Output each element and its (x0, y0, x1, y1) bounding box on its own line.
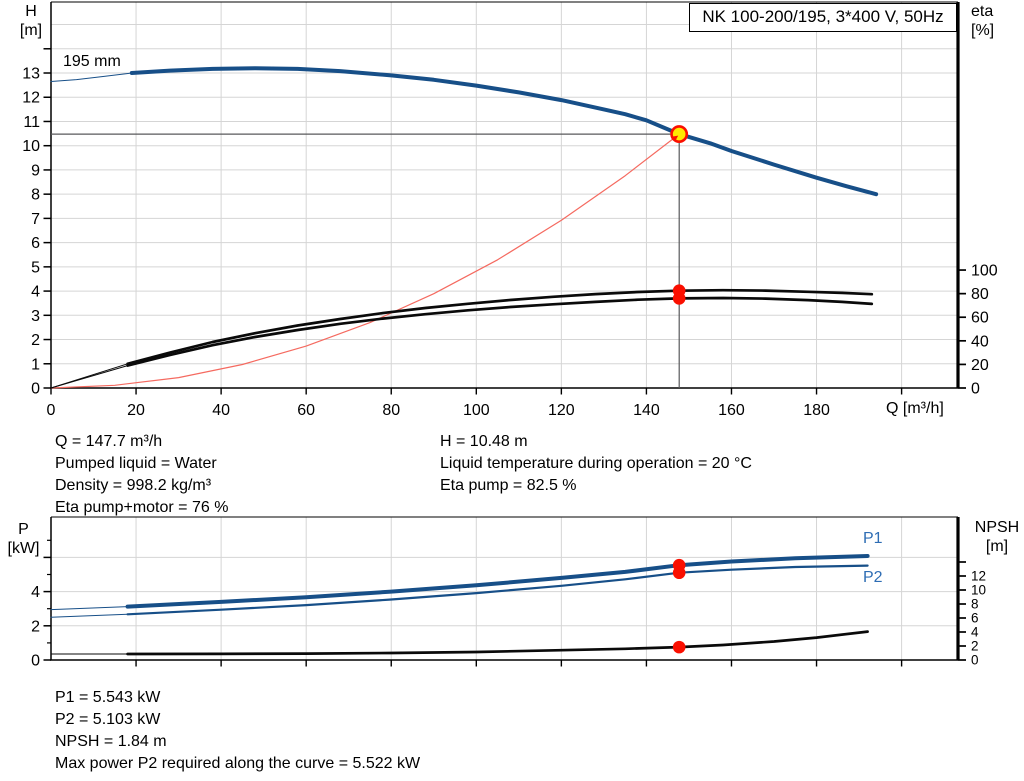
right-tick-label: 100 (971, 263, 998, 280)
x-tick-label: 180 (803, 402, 830, 419)
power_npsh_chart-gridlines (51, 517, 958, 660)
right-tick-label: 6 (971, 611, 979, 626)
duty-point-arrow (672, 135, 679, 142)
right-tick-label: 80 (971, 286, 989, 303)
h-axis-label: H [m] (12, 2, 50, 40)
x-tick-label: 60 (297, 402, 315, 419)
left-tick-label: 6 (31, 235, 40, 252)
impeller-size-label: 195 mm (63, 53, 121, 70)
power_npsh_chart-x-ticks (135, 660, 903, 667)
left-tick-label: 3 (31, 308, 40, 325)
x-tick-label: 100 (463, 402, 490, 419)
npsh-axis-unit: [m] (985, 538, 1009, 555)
P2-curve (50, 564, 869, 618)
power_npsh_chart-frame (50, 516, 960, 661)
info-panel-top-left: Q = 147.7 m³/h Pumped liquid = Water Densi… (55, 431, 228, 519)
left-tick-label: 0 (31, 653, 40, 670)
info-line: H = 10.48 m (440, 433, 528, 450)
left-tick-label: 5 (31, 259, 40, 276)
left-tick-label: 9 (31, 162, 40, 179)
x-tick-label: 40 (212, 402, 230, 419)
npsh_point-marker (672, 640, 686, 654)
head_efficiency_chart-x-ticks: 0 20 40 60 80 100 120 140 160 180 (47, 388, 903, 419)
left-tick-label: 2 (31, 618, 40, 635)
duty-point-crosshair (51, 133, 680, 388)
right-tick-label: 2 (971, 639, 979, 654)
h-axis-unit: [m] (19, 22, 43, 39)
eta-axis-unit: [%] (971, 22, 995, 39)
info-line: Density = 998.2 kg/m³ (55, 477, 212, 494)
info-line: P2 = 5.103 kW (55, 711, 161, 728)
x-tick-label: 80 (382, 402, 400, 419)
left-tick-label: 7 (31, 211, 40, 228)
p2_point-marker (672, 566, 686, 580)
top-chart: 0 20 40 60 80 100 120 140 160 1800123456789101112… (22, 1, 998, 419)
info-line: Pumped liquid = Water (55, 455, 217, 472)
info-line: Liquid temperature during operation = 20… (440, 455, 752, 472)
q-axis-label: Q [m³/h] (886, 400, 944, 417)
duty_point-marker (670, 125, 689, 143)
x-tick-label: 20 (127, 402, 145, 419)
p2-series-label: P2 (863, 569, 883, 586)
eta_pump_motor_point-marker (672, 292, 686, 305)
x-tick-label: 0 (47, 402, 56, 419)
right-tick-label: 60 (971, 310, 989, 327)
head_efficiency_chart-gridlines (51, 2, 958, 388)
info-line: NPSH = 1.84 m (55, 733, 167, 750)
p-axis-unit: [kW] (7, 540, 40, 557)
left-tick-label: 13 (22, 66, 40, 83)
pump-title-box: NK 100-200/195, 3*400 V, 50Hz (689, 3, 957, 32)
info-panel-bottom: P1 = 5.543 kW P2 = 5.103 kW NPSH = 1.84 m M… (55, 687, 420, 775)
right-tick-label: 10 (971, 583, 986, 598)
p1-series-label: P1 (863, 530, 883, 547)
npsh-axis-symbol: NPSH (974, 519, 1020, 536)
info-line: P1 = 5.543 kW (55, 689, 161, 706)
left-tick-label: 0 (31, 381, 40, 398)
right-tick-label: 8 (971, 597, 979, 612)
head_curve-curve (50, 66, 879, 197)
left-tick-label: 10 (22, 138, 40, 155)
left-tick-label: 12 (22, 90, 40, 107)
left-tick-label: 8 (31, 187, 40, 204)
left-tick-label: 1 (31, 356, 40, 373)
x-tick-label: 160 (718, 402, 745, 419)
info-line: Max power P2 required along the curve = … (55, 755, 421, 772)
right-tick-label: 0 (971, 381, 980, 398)
eta-axis-label: eta [%] (966, 2, 1019, 40)
eta_pump_motor-curve (50, 296, 874, 389)
right-tick-label: 4 (971, 625, 979, 640)
right-tick-label: 0 (971, 653, 979, 668)
p-axis-symbol: P (18, 521, 29, 538)
head_efficiency_chart-right-ticks: 0 20 40 60 80 100 (958, 263, 998, 398)
info-line: Eta pump = 82.5 % (440, 477, 577, 494)
right-tick-label: 12 (971, 569, 986, 584)
x-tick-label: 140 (633, 402, 660, 419)
left-tick-label: 11 (23, 114, 40, 131)
info-panel-top-right: H = 10.48 m Liquid temperature during ope… (440, 431, 752, 497)
eta-axis-symbol: eta (971, 3, 994, 20)
system_curve-curve (50, 133, 680, 389)
NPSH-curve (50, 630, 869, 656)
left-tick-label: 4 (31, 284, 40, 301)
x-tick-label: 120 (548, 402, 575, 419)
p-axis-label: P [kW] (1, 520, 46, 558)
right-tick-label: 40 (971, 333, 989, 350)
left-tick-label: 4 (31, 584, 40, 601)
power_npsh_chart-left-ticks: 0 2 4 (31, 539, 51, 670)
right-tick-label: 20 (971, 357, 989, 374)
head_efficiency_chart-frame (50, 1, 960, 389)
P1-curve (50, 554, 870, 611)
h-axis-symbol: H (25, 3, 37, 20)
left-tick-label: 2 (31, 332, 40, 349)
info-line: Q = 147.7 m³/h (55, 433, 163, 450)
info-line: Eta pump+motor = 76 % (55, 499, 229, 516)
npsh-axis-label: NPSH [m] (970, 518, 1024, 556)
